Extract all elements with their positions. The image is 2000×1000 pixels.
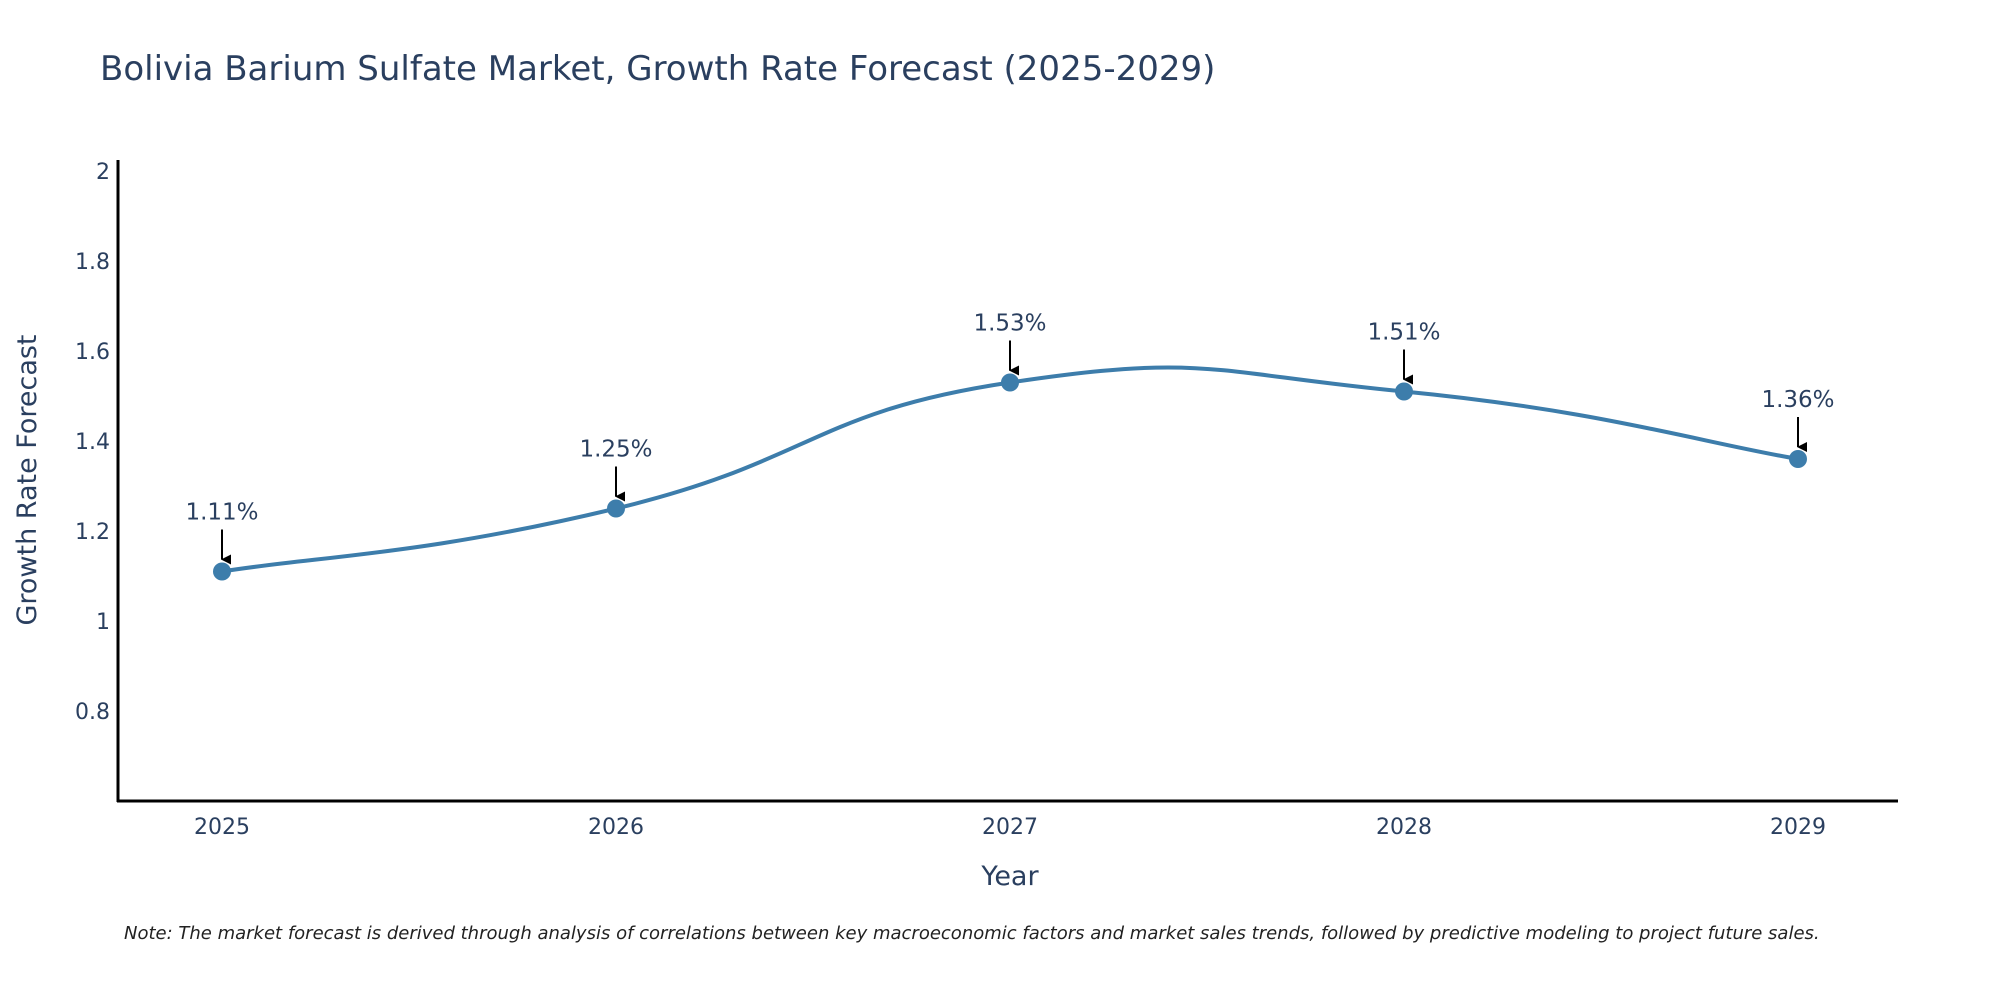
y-tick-label: 2	[96, 160, 110, 185]
y-tick-label: 1.6	[75, 340, 110, 365]
data-point-2027	[1001, 373, 1019, 392]
x-tick-label: 2025	[194, 815, 250, 840]
y-tick-label: 0.8	[75, 700, 110, 725]
y-tick-label: 1.4	[75, 430, 110, 455]
data-annotations: 1.11% 1.25% 1.53% 1.51% 1.36%	[185, 311, 1835, 565]
x-axis-ticks: 2025 2026 2027 2028 2029	[194, 815, 1826, 840]
series-line	[221, 365, 1799, 574]
x-tick-label: 2028	[1376, 815, 1432, 840]
annotation-label: 1.36%	[1761, 387, 1834, 413]
data-point-2028	[1395, 382, 1413, 401]
footnote: Note: The market forecast is derived thr…	[124, 923, 1820, 944]
annotation-label: 1.51%	[1367, 320, 1440, 346]
y-axis-title: Growth Rate Forecast	[12, 334, 43, 625]
y-tick-label: 1.2	[75, 520, 110, 545]
x-tick-label: 2029	[1770, 815, 1826, 840]
annotation-label: 1.11%	[185, 500, 258, 526]
annotation-label: 1.25%	[579, 437, 652, 463]
y-axis-ticks: 0.8 1 1.2 1.4 1.6 1.8 2	[75, 160, 110, 725]
data-point-2026	[607, 499, 625, 518]
chart-title: Bolivia Barium Sulfate Market, Growth Ra…	[100, 49, 1215, 89]
x-tick-label: 2027	[982, 815, 1038, 840]
y-tick-label: 1	[96, 610, 110, 635]
data-point-2029	[1789, 450, 1807, 468]
annotation-label: 1.53%	[973, 311, 1046, 337]
x-axis-title: Year	[980, 861, 1039, 892]
x-tick-label: 2026	[588, 815, 644, 840]
data-markers	[213, 373, 1807, 581]
y-tick-label: 1.8	[75, 250, 110, 275]
data-point-2025	[213, 562, 231, 581]
